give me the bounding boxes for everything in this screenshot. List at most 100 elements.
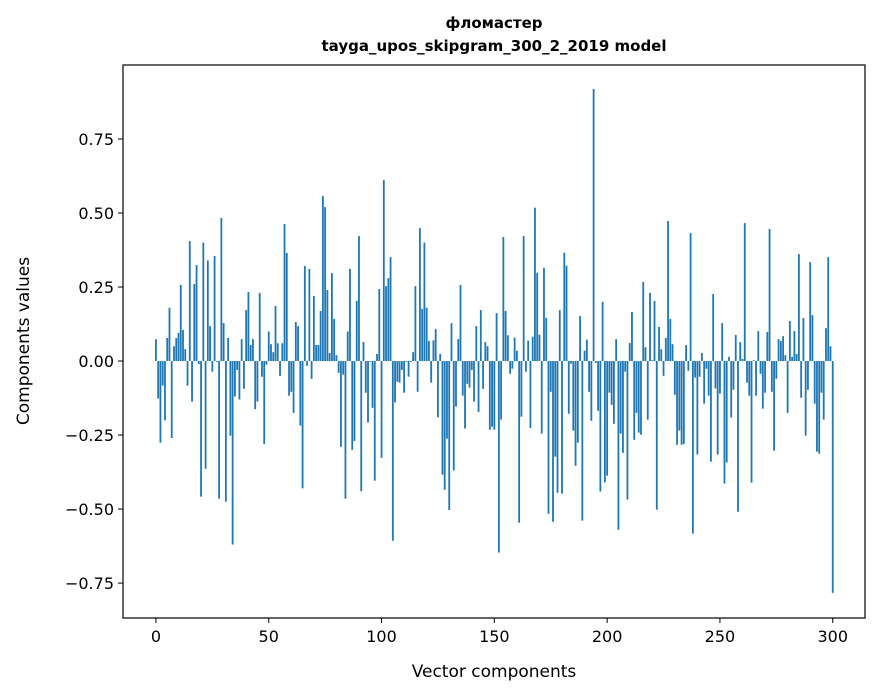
bar-279 <box>784 355 787 362</box>
bar-241 <box>698 361 701 377</box>
bar-139 <box>468 361 471 388</box>
bar-40 <box>245 310 248 362</box>
bar-172 <box>543 267 545 362</box>
bar-33 <box>229 361 232 436</box>
bar-76 <box>326 289 329 362</box>
bar-170 <box>538 334 541 362</box>
bar-255 <box>730 361 733 418</box>
x-tick-label: 250 <box>705 627 736 646</box>
bar-68 <box>308 268 311 362</box>
bar-288 <box>804 361 807 436</box>
bar-300 <box>831 361 834 593</box>
bar-152 <box>497 361 500 553</box>
bar-289 <box>807 361 809 390</box>
y-axis-label: Components values <box>14 257 34 425</box>
bar-16 <box>191 361 193 402</box>
bar-180 <box>561 361 563 494</box>
bar-137 <box>464 361 466 429</box>
x-axis-label: Vector components <box>412 662 577 682</box>
bar-235 <box>685 345 688 362</box>
bar-50 <box>267 331 270 362</box>
bar-201 <box>608 361 611 393</box>
bar-83 <box>342 361 345 375</box>
bar-218 <box>646 361 649 420</box>
bar-266 <box>755 361 757 396</box>
bar-55 <box>279 361 281 376</box>
bar-238 <box>691 361 694 534</box>
y-tick-label: 0.75 <box>78 130 114 149</box>
bar-103 <box>387 278 390 362</box>
bar-290 <box>809 262 812 362</box>
bar-29 <box>220 218 223 362</box>
bar-113 <box>409 361 412 362</box>
bar-120 <box>425 307 428 362</box>
bar-69 <box>310 361 313 379</box>
bar-74 <box>321 196 324 362</box>
bar-59 <box>288 361 290 396</box>
bar-75 <box>324 207 327 362</box>
chart-title-line2: tayga_upos_skipgram_300_2_2019 model <box>322 37 667 55</box>
bar-191 <box>585 339 588 362</box>
bar-224 <box>660 349 663 362</box>
bar-211 <box>631 311 633 362</box>
bar-138 <box>466 361 469 384</box>
bar-87 <box>351 361 354 450</box>
bar-121 <box>428 340 430 362</box>
bar-275 <box>775 361 778 379</box>
bar-20 <box>200 361 202 497</box>
bar-154 <box>502 236 505 362</box>
bar-187 <box>576 361 579 443</box>
bar-118 <box>421 308 424 362</box>
bar-129 <box>446 361 448 439</box>
bar-283 <box>793 331 796 362</box>
bar-52 <box>272 352 275 362</box>
bar-101 <box>382 180 385 362</box>
bar-77 <box>328 353 331 362</box>
y-tick-label: −0.75 <box>65 574 114 593</box>
bar-167 <box>531 336 534 362</box>
bar-7 <box>170 361 173 439</box>
bar-43 <box>252 339 254 362</box>
bar-106 <box>394 361 396 403</box>
bar-8 <box>173 346 175 362</box>
bar-226 <box>664 337 667 362</box>
bar-24 <box>209 326 211 362</box>
bar-37 <box>238 361 241 400</box>
bar-176 <box>552 361 554 522</box>
bar-112 <box>407 361 410 377</box>
bar-135 <box>459 284 462 362</box>
x-tick-label: 100 <box>366 627 397 646</box>
bar-294 <box>818 361 821 454</box>
bar-254 <box>728 356 730 362</box>
bar-197 <box>599 361 602 492</box>
bar-38 <box>240 339 243 362</box>
bar-157 <box>509 361 512 374</box>
bar-232 <box>678 361 681 431</box>
bar-160 <box>515 350 518 362</box>
bar-30 <box>222 323 225 362</box>
bar-23 <box>206 260 209 362</box>
bar-219 <box>649 292 651 362</box>
bar-239 <box>694 361 697 378</box>
bar-93 <box>364 361 367 393</box>
bar-15 <box>188 241 191 362</box>
bar-193 <box>590 361 593 421</box>
bar-244 <box>705 361 708 369</box>
bar-179 <box>558 310 561 362</box>
bar-26 <box>213 255 216 362</box>
bar-261 <box>743 223 746 362</box>
bar-110 <box>403 361 406 393</box>
bar-205 <box>617 361 620 530</box>
bar-229 <box>671 344 674 362</box>
bar-100 <box>380 361 383 458</box>
bar-134 <box>457 339 460 362</box>
bar-51 <box>270 344 272 362</box>
x-tick-label: 300 <box>817 627 848 646</box>
bar-175 <box>549 361 552 392</box>
bar-80 <box>335 355 338 362</box>
bar-212 <box>633 361 636 440</box>
bar-150 <box>493 361 496 430</box>
bar-124 <box>434 329 437 362</box>
bar-95 <box>369 361 372 362</box>
bar-262 <box>746 361 748 383</box>
